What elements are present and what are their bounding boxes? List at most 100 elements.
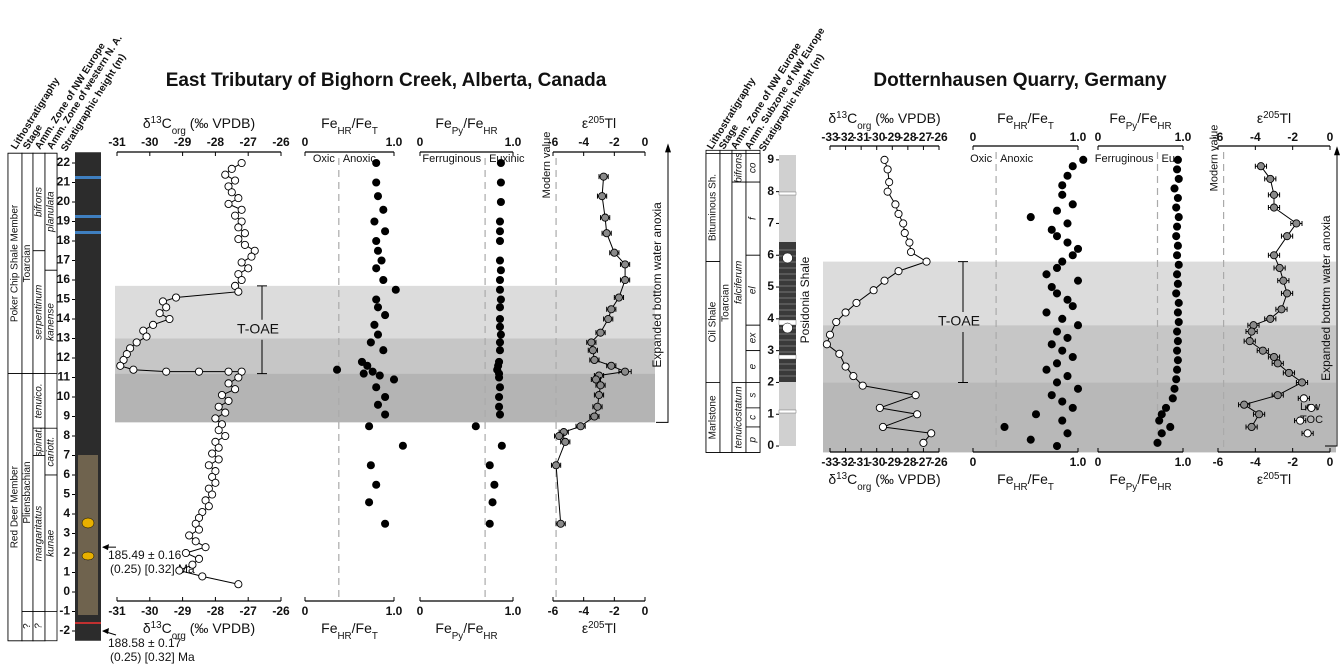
label-part: Py	[452, 631, 464, 642]
data-point	[1298, 379, 1305, 386]
data-point	[1174, 156, 1181, 163]
x-tick-label: -2	[609, 604, 620, 618]
data-point	[1297, 417, 1304, 424]
height-tick-label: 21	[57, 175, 71, 189]
data-point	[1059, 191, 1066, 198]
data-point	[228, 189, 235, 196]
data-point	[1308, 404, 1315, 411]
data-point	[1027, 436, 1034, 443]
height-tick-label: 10	[57, 389, 71, 403]
data-point	[495, 403, 502, 410]
label-part: 13	[836, 110, 847, 121]
data-point	[371, 218, 378, 225]
height-tick-label: 9	[63, 409, 70, 423]
data-point	[382, 312, 389, 319]
height-tick-label: -1	[59, 604, 70, 618]
region-label: Ferruginous	[1095, 153, 1154, 165]
x-tick-label: 1.0	[1175, 130, 1192, 144]
data-point	[842, 309, 849, 316]
data-point	[1246, 338, 1253, 345]
label-part: HR	[337, 631, 351, 642]
x-tick-label: 0	[1095, 455, 1102, 469]
data-point	[225, 368, 232, 375]
label-part: T	[1048, 482, 1054, 493]
data-point	[205, 503, 212, 510]
data-point	[1173, 376, 1180, 383]
data-point	[228, 165, 235, 172]
label-part: Fe	[321, 620, 338, 636]
label-part: Fe	[435, 620, 452, 636]
strat-label: Oil Shale	[708, 301, 719, 342]
region-label: Ferruginous	[422, 153, 481, 165]
x-tick-label: -29	[174, 604, 192, 618]
label-part: (‰ VPDB)	[186, 620, 255, 636]
x-tick-label: -31	[108, 135, 126, 149]
data-point	[833, 318, 840, 325]
height-tick-label: 5	[63, 487, 70, 501]
data-point	[209, 450, 216, 457]
height-tick-label: 6	[63, 467, 70, 481]
data-point	[1053, 360, 1060, 367]
data-point	[215, 403, 222, 410]
label-part: Tl	[604, 115, 616, 131]
data-point	[231, 212, 238, 219]
label-part: 205	[588, 620, 605, 631]
x-tick-label: 1.0	[1070, 130, 1087, 144]
region-label: Oxic	[970, 153, 993, 165]
label-part: HR	[483, 631, 497, 642]
data-point	[826, 331, 833, 338]
interval-band	[115, 339, 655, 374]
height-tick-label: 5	[767, 279, 774, 293]
axis-label: δ13Corg (‰ VPDB)	[828, 110, 940, 132]
data-point	[876, 404, 883, 411]
age-label: (0.25) [0.32] Ma	[110, 650, 195, 664]
panel-title: East Tributary of Bighorn Creek, Alberta…	[166, 70, 607, 91]
height-tick-label: 3	[767, 343, 774, 357]
data-point	[1053, 442, 1060, 449]
log-nodule	[82, 518, 94, 528]
height-tick-label: 9	[767, 152, 774, 166]
data-point	[928, 430, 935, 437]
data-point	[1173, 328, 1180, 335]
data-point	[608, 362, 615, 369]
data-point	[163, 304, 170, 311]
data-point	[498, 442, 505, 449]
height-tick-label: 0	[63, 584, 70, 598]
data-point	[205, 462, 212, 469]
height-tick-label: 18	[57, 233, 71, 247]
height-tick-label: 22	[57, 155, 71, 169]
data-point	[895, 268, 902, 275]
label-part: 205	[588, 115, 605, 126]
data-point	[491, 481, 498, 488]
data-point	[163, 368, 170, 375]
log-nodule	[82, 552, 94, 560]
strat-label: margaritatus	[34, 506, 45, 562]
height-tick-label: 12	[57, 350, 71, 364]
data-point	[202, 544, 209, 551]
strat-label: kanense	[46, 303, 57, 341]
data-point	[1257, 163, 1264, 170]
data-point	[1074, 322, 1081, 329]
label-part: HR	[1013, 121, 1027, 132]
axis-label: ε205Tl	[582, 620, 616, 637]
data-point	[235, 581, 242, 588]
x-tick-label: -6	[1213, 455, 1224, 469]
data-point	[1027, 213, 1034, 220]
data-point	[552, 462, 559, 469]
x-tick-label: 1.0	[386, 135, 403, 149]
age-arrowhead	[102, 628, 109, 634]
label-part: (‰ VPDB)	[186, 115, 255, 131]
data-point	[1043, 271, 1050, 278]
height-tick-label: 13	[57, 331, 71, 345]
data-point	[496, 257, 503, 264]
data-point	[495, 393, 502, 400]
data-point	[1285, 369, 1292, 376]
data-point	[901, 229, 908, 236]
data-point	[577, 423, 584, 430]
x-tick-label: -4	[1250, 130, 1261, 144]
data-point	[1069, 303, 1076, 310]
data-point	[1293, 220, 1300, 227]
reference-label: Modern value	[541, 132, 553, 199]
label-part: Tl	[604, 620, 616, 636]
label-part: (‰ VPDB)	[871, 471, 940, 487]
